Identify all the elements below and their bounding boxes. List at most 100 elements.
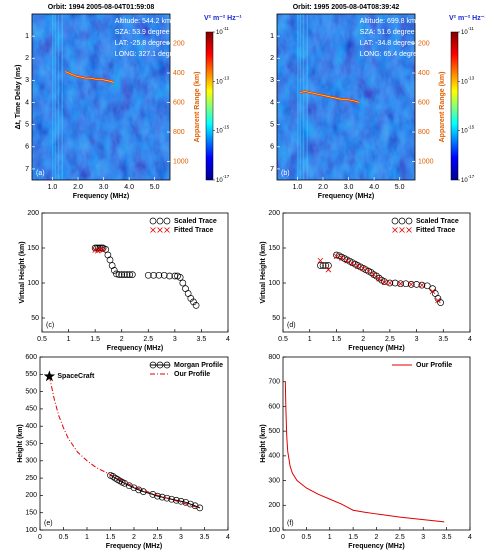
y-tick-label: 550 (25, 371, 37, 378)
x-tick-label: 3.5 (200, 534, 210, 541)
x-tick-label: 0 (38, 534, 42, 541)
y-tick-label: 700 (268, 379, 280, 386)
marker-circle (191, 502, 199, 510)
y-tick-label: 600 (25, 354, 37, 361)
marker-circle (115, 271, 123, 278)
panel-label: (d) (287, 322, 296, 329)
legend-label: Scaled Trace (174, 218, 217, 225)
y2-tick-label: 200 (418, 40, 430, 47)
tick-base: 10 (216, 178, 223, 184)
x-tick-label: 4 (226, 336, 230, 343)
marker-x (419, 282, 425, 288)
marker-circle (322, 262, 330, 269)
y-tick-label: 5 (270, 122, 274, 129)
y-tick-label: 200 (268, 502, 280, 509)
marker-circle (126, 271, 134, 278)
x-tick-label: 1 (328, 534, 332, 541)
plot-frame (276, 13, 416, 181)
colorbar-tick-label: 10-17 (461, 174, 475, 183)
annotation: LONG: 327.1 degree (115, 51, 180, 58)
tick-base: 10 (461, 79, 468, 85)
x-tick-label: 0.5 (59, 534, 69, 541)
y-tick-label: 6 (25, 144, 29, 151)
colorbar (450, 31, 459, 181)
legend-marker (406, 227, 412, 233)
marker-circle (158, 493, 166, 501)
marker-circle (325, 262, 332, 269)
y-tick-label: 800 (268, 354, 280, 361)
marker-circle (168, 495, 175, 503)
y-tick-label: 400 (25, 423, 37, 430)
marker-circle (135, 486, 143, 494)
y2-tick-label: 600 (173, 99, 185, 106)
y-axis-label: Virtual Height (km) (19, 241, 26, 303)
x-tick-label: 2.5 (395, 534, 405, 541)
annotation: Altitude: 699.8 km (360, 18, 416, 25)
marker-circle (109, 473, 117, 480)
y-tick-label: 7 (270, 166, 274, 173)
legend-label: Fitted Trace (416, 227, 455, 234)
marker-circle (423, 282, 431, 290)
y-tick-label: 500 (25, 388, 37, 395)
marker-circle (118, 271, 126, 278)
marker-x (338, 255, 345, 261)
tick-exponent: -15 (468, 125, 475, 130)
marker-circle (160, 271, 168, 279)
marker-circle (381, 278, 388, 285)
echo-trace-core (65, 71, 114, 83)
y-tick-label: 150 (27, 245, 39, 252)
y2-axis-label: Apparent Range (km) (439, 72, 446, 143)
x-axis-label: Frequency (MHz) (348, 345, 404, 352)
legend-marker (150, 227, 156, 233)
x-tick-label: 2 (120, 336, 124, 343)
y2-tick-label: 600 (418, 99, 430, 106)
legend-marker (149, 361, 157, 369)
tick-base: 10 (461, 30, 468, 36)
marker-circle (182, 498, 190, 506)
legend-label: Morgan Profile (174, 362, 223, 369)
colorbar-tick-label: 10-17 (216, 174, 230, 183)
x-tick-label: 2 (361, 336, 365, 343)
marker-x (95, 248, 101, 254)
colorbar-tick-label: 10-13 (216, 76, 230, 85)
y2-tick-label: 200 (173, 40, 185, 47)
y2-tick-label: 400 (418, 70, 430, 77)
x-tick-label: 2.0 (73, 184, 83, 191)
colorbar-tick-label: 10-13 (461, 76, 475, 85)
tick-exponent: -15 (223, 125, 230, 130)
marker-x (435, 297, 441, 304)
legend-marker (156, 217, 164, 225)
legend-marker (405, 217, 413, 225)
marker-x (429, 288, 436, 295)
colorbar-label: V² m⁻² Hz⁻¹ (204, 15, 242, 22)
x-tick-label: 3.5 (438, 336, 448, 343)
y-tick-label: 6 (270, 144, 274, 151)
plot-frame (282, 212, 471, 333)
y-axis-label: Δt, Time Delay (ms) (15, 65, 22, 130)
y-tick-label: 200 (268, 210, 280, 217)
tick-exponent: -11 (223, 26, 230, 31)
y2-tick-label: 800 (418, 129, 430, 136)
y-axis-label: Height (km) (17, 424, 24, 463)
x-tick-label: 1 (85, 534, 89, 541)
y-axis-label: Virtual Height (km) (260, 241, 267, 303)
colorbar (205, 31, 214, 181)
marker-circle (128, 271, 136, 278)
spectrogram-streak (297, 14, 299, 180)
colorbar-tick-label: 10-11 (216, 26, 229, 35)
panel-label: (b) (281, 170, 290, 177)
colorbar-tick-label: 10-15 (461, 125, 475, 134)
marker-circle (391, 279, 399, 287)
annotation: SZA: 53.9 degree (115, 29, 170, 36)
plot-frame (39, 356, 229, 531)
x-tick-label: 0 (281, 534, 285, 541)
x-tick-label: 3.5 (442, 534, 452, 541)
marker-x (365, 268, 372, 274)
marker-circle (125, 482, 133, 490)
marker-x (360, 265, 366, 272)
marker-circle (418, 281, 426, 289)
legend-marker (164, 227, 170, 233)
tick-exponent: -13 (223, 76, 230, 81)
y2-tick-label: 800 (173, 129, 185, 136)
spectrogram-streak (306, 14, 308, 180)
